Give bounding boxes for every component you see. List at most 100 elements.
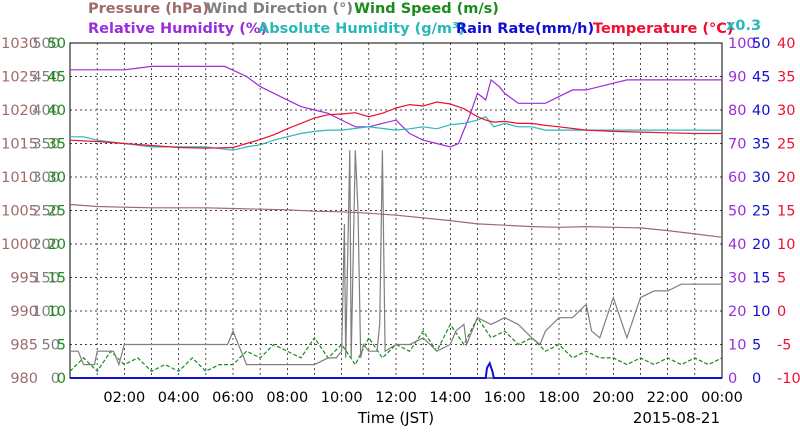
x-tick-label: 06:00 [212, 390, 254, 406]
left-axis-tick-wind_direction: 200 [32, 237, 60, 253]
series-line-wind-direction- [70, 150, 722, 367]
right-axis-tick-rh: 70 [728, 137, 746, 153]
series-line-absolute-humidity-g-m- [70, 115, 722, 151]
right-axis-tick-rh: 40 [728, 237, 746, 253]
left-axis-tick-pressure: 1000 [1, 237, 38, 253]
right-axis-tick-ah_rain: 40 [752, 103, 770, 119]
x-tick-label: 14:00 [429, 390, 471, 406]
right-axis-tick-temp: 15 [777, 204, 795, 220]
right-axis-tick-rh: 20 [728, 304, 746, 320]
series-layer [69, 65, 723, 379]
right-axis-tick-temp: 35 [777, 70, 795, 86]
left-axis-tick-wind_direction: 300 [32, 170, 60, 186]
x-tick-label: 18:00 [538, 390, 580, 406]
left-axis-tick-wind_direction: 450 [32, 70, 60, 86]
left-axis-tick-pressure: 1005 [1, 204, 38, 220]
left-axis-tick-wind_direction: 0 [51, 371, 60, 387]
left-axis-tick-pressure: 990 [10, 304, 38, 320]
right-axes: 0102030405060708090100051015202530354045… [728, 36, 800, 387]
series-line-temperature-c- [69, 101, 722, 149]
left-axis-tick-wind_speed: 35 [48, 137, 66, 153]
x-axis-label: Time (JST) [357, 409, 434, 427]
right-axis-tick-rh: 10 [728, 338, 746, 354]
x-tick-label: 00:00 [701, 390, 743, 406]
right-axis-tick-ah_rain: 0 [752, 371, 761, 387]
left-axis-tick-wind_speed: 10 [48, 304, 66, 320]
x-axis: 02:00 04:00 06:00 08:00 10:00 12:00 14:00 16:00… [103, 390, 742, 406]
ah-scale-note: x0.3 [726, 18, 761, 34]
x-tick-label: 12:00 [375, 390, 417, 406]
right-axis-tick-ah_rain: 20 [752, 237, 770, 253]
right-axis-tick-rh: 80 [728, 103, 746, 119]
right-axis-tick-ah_rain: 45 [752, 70, 770, 86]
right-axis-tick-ah_rain: 25 [752, 204, 770, 220]
legend-item-wind_direction: Wind Direction (°) [206, 1, 353, 17]
series-line-relative-humidity- [70, 65, 722, 148]
series-line-rain-rate-mm-h- [70, 360, 722, 379]
right-axis-tick-temp: 5 [777, 271, 786, 287]
left-axis-tick-pressure: 1010 [1, 170, 38, 186]
x-tick-label: 10:00 [321, 390, 363, 406]
legend-item-ah: Absolute Humidity (g/m³) [258, 21, 465, 37]
legend: Pressure (hPa)Wind Direction (°) Wind Spe… [88, 1, 734, 37]
date-label: 2015-08-21 [633, 409, 720, 427]
series-line-pressure-hpa- [69, 203, 723, 238]
series-line-wind-speed-m-s- [69, 316, 723, 373]
right-axis-tick-temp: 20 [777, 170, 795, 186]
right-axis-tick-rh: 90 [728, 70, 746, 86]
right-axis-tick-ah_rain: 5 [752, 338, 761, 354]
left-axis-tick-wind_speed: 40 [48, 103, 66, 119]
right-axis-tick-temp: 10 [777, 237, 795, 253]
left-axis-tick-wind_direction: 500 [32, 36, 60, 52]
right-axis-tick-temp: 40 [777, 36, 795, 52]
x-tick-label: 08:00 [266, 390, 308, 406]
right-axis-tick-ah_rain: 15 [752, 271, 770, 287]
left-axis-tick-wind_speed: 50 [48, 36, 66, 52]
left-axis-tick-wind_direction: 350 [32, 137, 60, 153]
left-axis-tick-pressure: 980 [10, 371, 38, 387]
left-axis-tick-wind_speed: 45 [48, 70, 66, 86]
x-tick-label: 02:00 [103, 390, 145, 406]
right-axis-tick-temp: -5 [777, 338, 791, 354]
left-axis-tick-wind_speed: 30 [48, 170, 66, 186]
x-tick-label: 20:00 [592, 390, 634, 406]
left-axis-tick-wind_direction: 150 [32, 271, 60, 287]
legend-item-wind_speed: Wind Speed (m/s) [354, 1, 499, 17]
right-axis-tick-temp: 0 [777, 304, 786, 320]
right-axis-tick-rh: 100 [728, 36, 756, 52]
left-axis-tick-wind_direction: 400 [32, 103, 60, 119]
left-axis-tick-pressure: 1030 [1, 36, 38, 52]
x-tick-label: 04:00 [158, 390, 200, 406]
legend-item-rh: Relative Humidity (%) [88, 21, 267, 37]
left-axis-tick-wind_speed: 20 [48, 237, 66, 253]
right-axis-tick-temp: 25 [777, 137, 795, 153]
right-axis-tick-ah_rain: 35 [752, 137, 770, 153]
legend-item-rain: Rain Rate(mm/h) [456, 21, 594, 37]
left-axis-tick-wind_direction: 100 [32, 304, 60, 320]
left-axis-tick-wind_speed: 15 [48, 271, 66, 287]
left-axes: 9809859909951000100510101015102010251030… [1, 36, 66, 387]
left-axis-tick-pressure: 995 [10, 271, 38, 287]
left-axis-tick-pressure: 985 [10, 338, 38, 354]
x-tick-label: 16:00 [484, 390, 526, 406]
left-axis-tick-wind_speed: 25 [48, 204, 66, 220]
right-axis-tick-ah_rain: 50 [752, 36, 770, 52]
right-axis-tick-rh: 0 [728, 371, 737, 387]
left-axis-tick-wind_speed: 0 [57, 371, 66, 387]
right-axis-tick-rh: 30 [728, 271, 746, 287]
left-axis-tick-wind_direction: 50 [42, 338, 60, 354]
right-axis-tick-ah_rain: 30 [752, 170, 770, 186]
x-tick-label: 22:00 [647, 390, 689, 406]
left-axis-tick-pressure: 1020 [1, 103, 38, 119]
right-axis-tick-temp: -10 [777, 371, 800, 387]
legend-item-temp: Temperature (°C) [593, 21, 734, 37]
right-axis-tick-ah_rain: 10 [752, 304, 770, 320]
right-axis-tick-rh: 50 [728, 204, 746, 220]
right-axis-tick-temp: 30 [777, 103, 795, 119]
left-axis-tick-wind_direction: 250 [32, 204, 60, 220]
left-axis-tick-wind_speed: 5 [57, 338, 66, 354]
left-axis-tick-pressure: 1015 [1, 137, 38, 153]
right-axis-tick-rh: 60 [728, 170, 746, 186]
